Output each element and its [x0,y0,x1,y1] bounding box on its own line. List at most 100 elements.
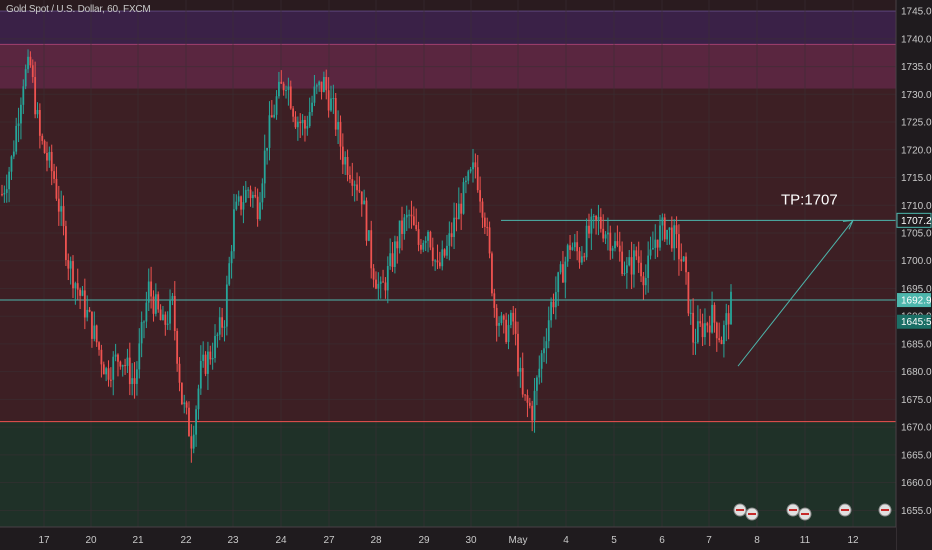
candle-bull [278,81,280,97]
candle-bull [507,325,510,343]
candle-bull [183,402,186,405]
candle-bull [311,102,313,113]
candle-bear [188,407,190,437]
candle-bear [180,382,183,405]
candle-bear [621,251,624,274]
candle-bear [34,77,37,115]
time-axis[interactable]: 17 20 21 22 23 24 27 28 29 30 May 4 5 6 7 8 11 12 [0,526,896,550]
time-tick-label: 22 [180,535,192,546]
candle-bear [727,313,730,325]
candle-bear [339,121,342,147]
candle-bear [1,194,3,196]
candle-bear [372,268,375,280]
price-tick-label: 1695.00 [901,284,932,295]
candle-bull [446,245,448,256]
candle-bull [725,313,728,326]
candle-bull [673,225,676,249]
candle-bear [375,279,377,289]
candle-bear [150,281,153,297]
price-axis[interactable]: 1655.00 1660.00 1665.00 1670.00 1675.00 1680.… [895,0,932,550]
candle-bear [526,395,529,403]
candle-bear [417,229,420,245]
candle-bear [678,234,680,260]
candle-bear [599,216,602,229]
candle-bear [436,260,439,263]
candle-bull [330,98,332,111]
candle-bull [211,358,214,360]
price-tick-label: 1700.00 [901,256,932,267]
candle-bull [20,104,22,124]
upper-zone [0,11,896,45]
candle-bear [687,272,690,314]
candle-bull [296,121,299,128]
price-tag-label: 1692.91 [901,296,932,307]
candle-bear [391,253,394,267]
time-tick-label: 8 [754,535,760,546]
candle-bull [441,249,444,267]
candle-bear [455,217,458,220]
candle-bull [273,114,276,118]
candle-bear [514,321,517,334]
price-tick-label: 1710.00 [901,201,932,212]
candle-bear [656,239,659,248]
candle-bear [72,261,74,289]
candle-bull [559,264,562,273]
candle-bull [263,150,266,184]
candle-bear [637,256,640,263]
candle-bull [571,247,574,250]
candle-bull [266,147,268,151]
candle-bull [171,295,174,300]
candle-bull [543,348,545,354]
time-tick-label: 11 [800,535,811,546]
candle-bull [230,251,233,264]
candle-bear [382,281,384,283]
candle-bull [93,325,96,339]
candle-bear [102,364,105,375]
candle-bull [547,320,550,342]
price-tag-label: 1645:59 [901,317,932,328]
candle-bear [119,361,122,367]
candle-bear [76,283,79,290]
annotations-layer: TP:1707 [737,191,854,367]
candle-bull [682,256,685,262]
price-axis-background [896,0,932,550]
time-tick-label: 6 [659,535,665,546]
candle-bull [268,115,271,148]
candle-bull [386,266,389,291]
candle-bull [566,245,569,262]
candle-bear [29,56,32,66]
candle-bear [618,245,621,252]
tp-annotation: TP:1707 [781,191,838,208]
candle-bear [91,311,93,339]
candle-bear [65,226,67,261]
candle-bear [157,294,160,310]
candle-bull [169,299,171,324]
candle-bull [469,169,472,172]
candle-bull [434,260,437,262]
candle-bull [353,184,356,186]
grid-layer [0,0,896,527]
candle-bull [147,281,150,303]
candle-bull [244,190,247,203]
candle-bear [164,314,167,325]
candle-bear [152,296,155,314]
candle-bull [12,151,15,157]
candle-bear [715,322,718,339]
candle-bull [363,200,366,205]
event-flag-stripe-icon [881,509,889,511]
time-tick-label: 29 [418,535,430,546]
candle-bear [488,227,491,254]
candle-bear [491,253,493,294]
price-tick-label: 1715.00 [901,173,932,184]
candle-bull [666,229,668,240]
candle-bull [192,434,195,449]
candle-bear [583,256,586,258]
candle-bear [699,321,702,324]
candle-bull [457,203,460,220]
candle-bull [545,341,548,349]
candle-bear [46,153,48,161]
candle-bear [117,354,119,362]
candle-bear [173,295,176,331]
